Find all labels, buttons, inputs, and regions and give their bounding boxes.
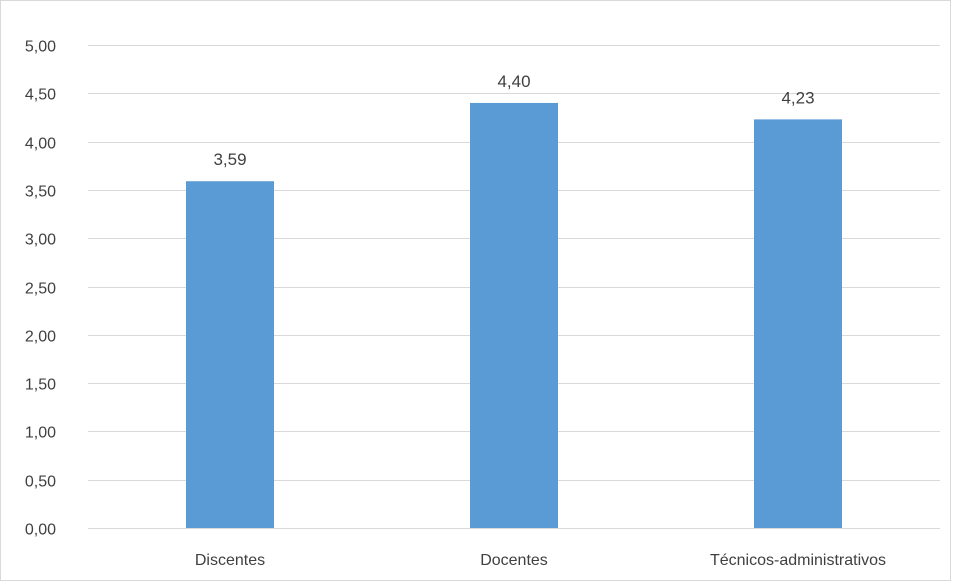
y-tick-label: 3,50: [25, 184, 56, 201]
y-tick-label: 1,50: [25, 377, 56, 394]
y-tick-label: 2,50: [25, 281, 56, 298]
x-axis-category-labels: Discentes Docentes Técnicos-administrativo…: [195, 552, 886, 569]
y-tick-label: 2,00: [25, 329, 56, 346]
bar: [470, 102, 558, 529]
bar: [754, 119, 842, 529]
y-tick-label: 3,00: [25, 232, 56, 249]
category-label: Discentes: [195, 552, 265, 569]
data-label: 4,40: [497, 72, 530, 91]
category-label: Docentes: [480, 552, 548, 569]
y-tick-label: 1,00: [25, 425, 56, 442]
bars: [186, 102, 842, 529]
bar: [186, 181, 274, 528]
data-labels: 3,59 4,40 4,23: [213, 72, 814, 169]
y-tick-label: 4,00: [25, 136, 56, 153]
y-tick-label: 5,00: [25, 39, 56, 56]
y-tick-label: 0,50: [25, 474, 56, 491]
category-label: Técnicos-administrativos: [710, 552, 886, 569]
y-tick-label: 0,00: [25, 522, 56, 539]
data-label: 3,59: [213, 150, 246, 169]
y-tick-label: 4,50: [25, 87, 56, 104]
data-label: 4,23: [781, 88, 814, 107]
y-axis-tick-labels: 0,00 0,50 1,00 1,50 2,00 2,50 3,00 3,50 4,00 4,50…: [25, 39, 56, 539]
